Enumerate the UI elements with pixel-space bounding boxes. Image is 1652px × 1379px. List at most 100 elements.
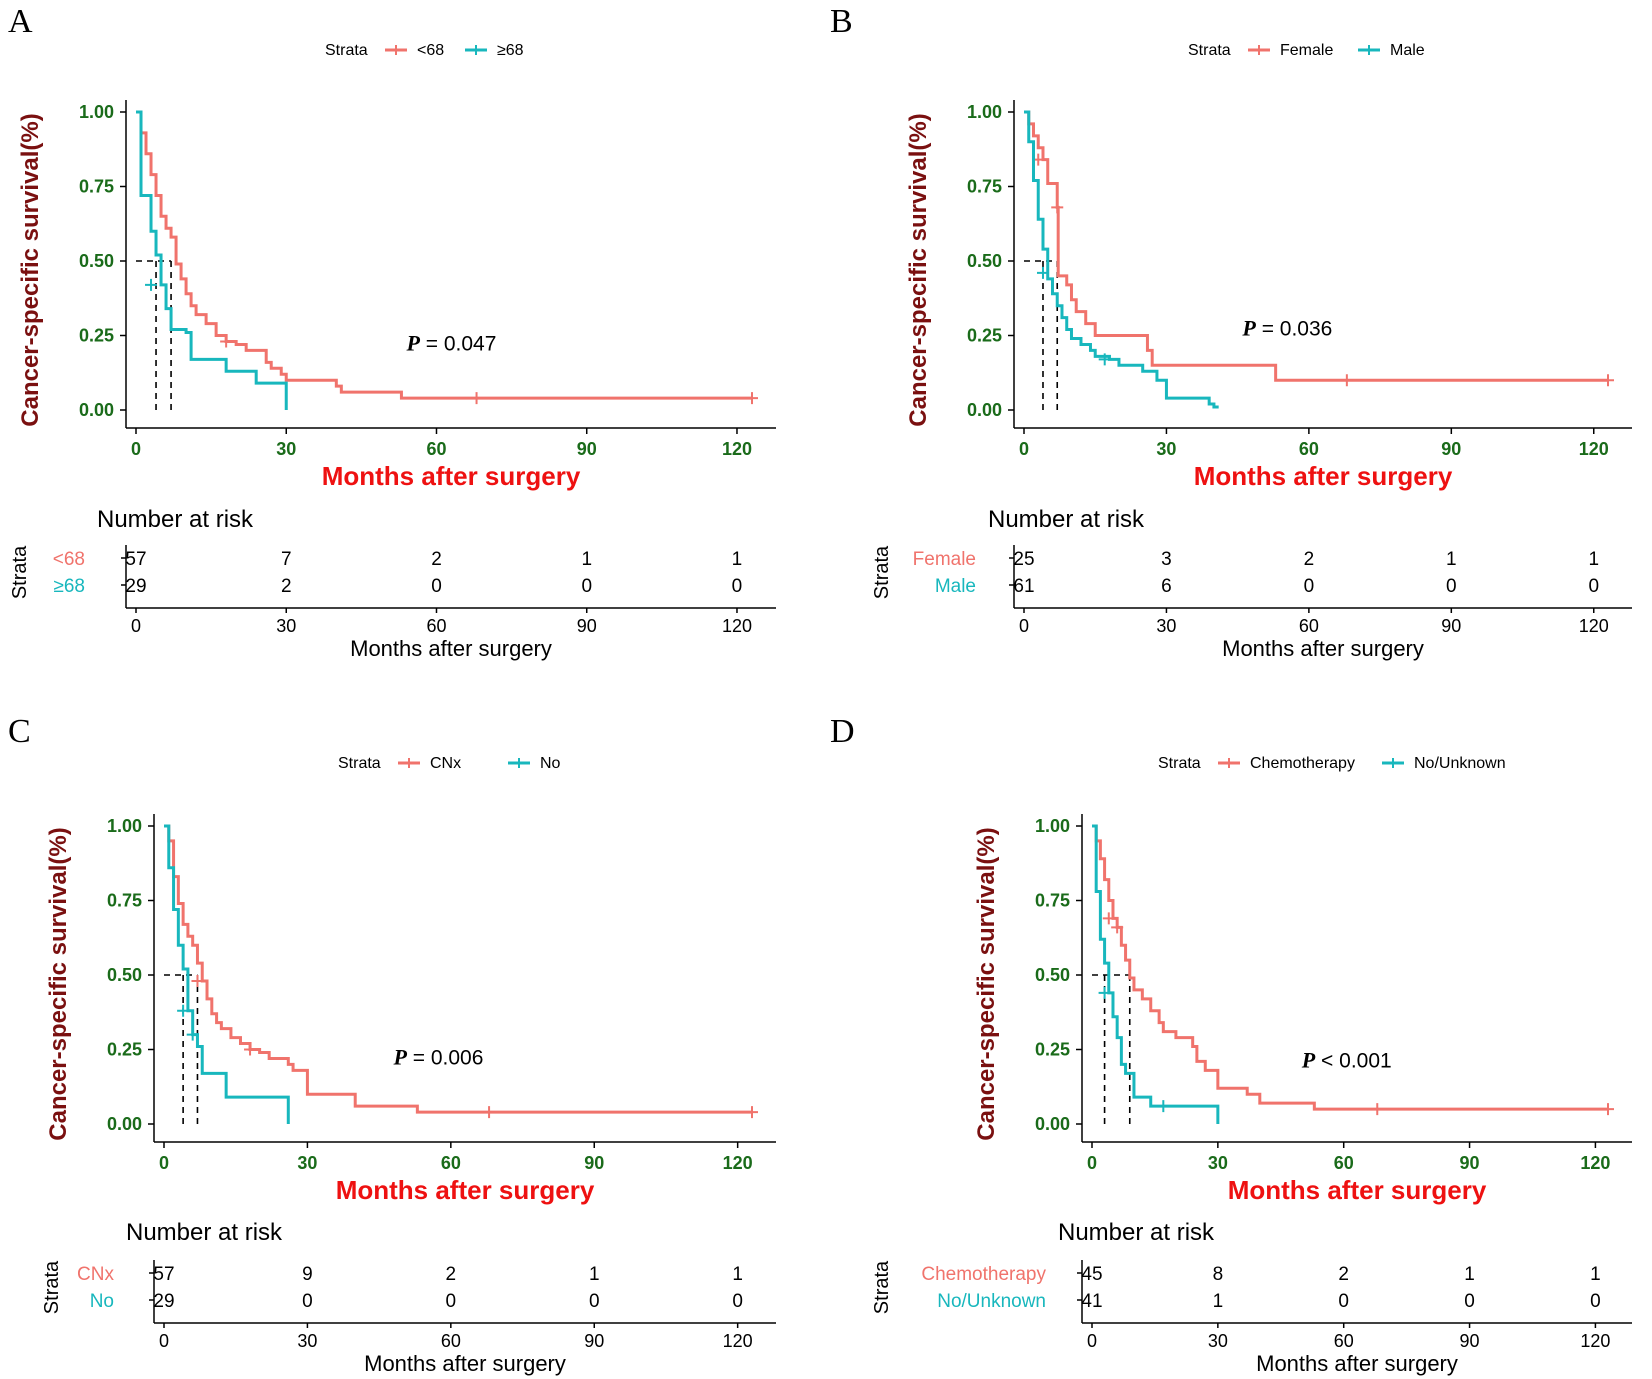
risk-x-tick-label: 30 [297,1331,317,1351]
risk-count: 1 [589,1264,600,1285]
risk-table-title: Number at risk [988,506,1145,533]
censor-mark [191,974,204,987]
legend-label: No [540,755,561,772]
y-tick-label: 0.50 [967,251,1002,271]
survival-curve [136,110,752,400]
legend-title: Strata [1188,42,1231,59]
censor-mark [186,1028,199,1041]
legend-title: Strata [325,42,368,59]
y-tick-label: 0.50 [1035,965,1070,985]
risk-count: 0 [581,576,592,597]
risk-table: Number at risk <68 57 7 2 1 1 ≥68 29 2 0 0 0 Strata 0 3… [9,506,776,661]
x-tick-label: 90 [577,439,597,459]
risk-count: 3 [1161,549,1172,570]
censor-mark [1111,921,1124,934]
risk-row-label: Chemotherapy [921,1264,1046,1285]
risk-count: 0 [732,576,743,597]
p-value: P = 0.047 [405,330,496,355]
risk-x-tick-label: 60 [1299,616,1319,636]
censor-mark [1371,1103,1384,1116]
legend-label: ≥68 [497,42,524,59]
risk-count: 7 [281,549,292,570]
legend-label: No/Unknown [1414,755,1506,772]
censor-mark [1036,266,1049,279]
survival-curve [1092,824,1608,1111]
x-tick-label: 0 [1019,439,1029,459]
censor-mark [177,1004,190,1017]
risk-x-tick-label: 60 [1334,1331,1354,1351]
p-value-text: < 0.001 [1315,1049,1391,1072]
x-tick-label: 90 [1441,439,1461,459]
y-tick-label: 0.00 [967,400,1002,420]
legend-title: Strata [1158,755,1201,772]
x-tick-label: 0 [1087,1153,1097,1173]
legend-label: Chemotherapy [1250,755,1355,772]
y-tick-label: 0.25 [967,326,1002,346]
x-axis-title: Months after surgery [322,461,581,491]
risk-count: 25 [1013,549,1034,570]
risk-x-tick-label: 60 [441,1331,461,1351]
censor-mark [1602,1103,1614,1116]
risk-count: 1 [1446,549,1457,570]
censor-mark [1157,1100,1170,1113]
risk-count: 0 [1464,1291,1475,1312]
risk-count: 45 [1081,1264,1102,1285]
risk-count: 1 [581,549,592,570]
risk-row-label: <68 [53,549,85,570]
risk-row-label: CNx [77,1264,114,1285]
x-tick-label: 0 [159,1153,169,1173]
risk-count: 6 [1161,576,1172,597]
p-value-text: = 0.036 [1256,318,1332,341]
censor-mark [220,335,233,348]
panel-a: A Strata <68 ≥68 0.00 0.25 0.50 0.75 1.00 0 30 60 90… [8,3,776,661]
risk-row-label: Male [935,576,976,597]
survival-curve [164,824,752,1114]
legend-item: Female [1248,42,1333,59]
risk-count: 41 [1081,1291,1102,1312]
y-tick-label: 1.00 [967,102,1002,122]
x-tick-label: 30 [1156,439,1176,459]
legend-label: <68 [417,42,444,59]
x-tick-label: 0 [131,439,141,459]
y-tick-label: 0.75 [967,177,1002,197]
risk-table-title: Number at risk [97,506,254,533]
risk-row-label: Female [913,549,976,570]
risk-count: 0 [1588,576,1599,597]
y-axis-title: Cancer-specific survival(%) [45,827,72,1140]
risk-count: 29 [153,1291,174,1312]
x-tick-label: 120 [722,439,752,459]
p-value-text: = 0.047 [420,332,496,355]
censor-mark [483,1106,496,1119]
legend-label: Male [1390,42,1425,59]
risk-count: 2 [431,549,442,570]
risk-count: 1 [1213,1291,1224,1312]
censor-mark [746,392,758,405]
risk-count: 1 [1590,1264,1601,1285]
p-value-text: = 0.006 [407,1046,483,1069]
y-tick-label: 0.50 [107,965,142,985]
risk-count: 2 [1338,1264,1349,1285]
survival-curve [136,110,288,410]
risk-x-tick-label: 90 [1460,1331,1480,1351]
risk-count: 0 [1590,1291,1601,1312]
y-tick-label: 0.25 [79,326,114,346]
risk-x-axis-title: Months after surgery [1222,636,1424,661]
legend-item: No/Unknown [1382,755,1506,772]
legend-label: CNx [430,755,461,772]
risk-x-tick-label: 90 [1441,616,1461,636]
risk-y-title: Strata [9,545,31,599]
x-tick-label: 30 [276,439,296,459]
y-tick-label: 1.00 [107,816,142,836]
censor-mark [470,392,483,405]
censor-mark [1102,912,1115,925]
censor-mark [1098,986,1111,999]
legend-item: Chemotherapy [1218,755,1355,772]
x-axis-title: Months after surgery [1194,461,1453,491]
x-tick-label: 90 [584,1153,604,1173]
risk-x-tick-label: 30 [1156,616,1176,636]
x-tick-label: 120 [1579,439,1609,459]
legend-item: No [508,755,561,772]
risk-count: 0 [589,1291,600,1312]
